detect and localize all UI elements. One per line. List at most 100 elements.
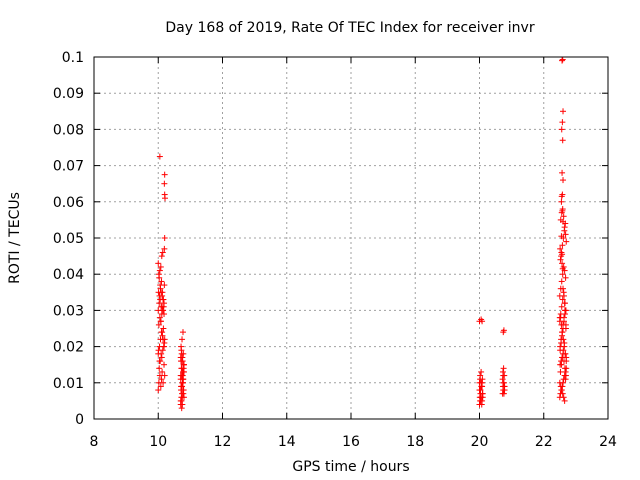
data-point: [558, 303, 565, 310]
data-point: [180, 350, 187, 357]
data-point: [560, 213, 567, 220]
y-tick-label: 0.1: [62, 50, 84, 66]
data-point: [478, 401, 485, 408]
data-point: [500, 390, 507, 397]
data-point: [177, 397, 184, 404]
data-point: [561, 397, 568, 404]
data-point: [178, 358, 185, 365]
y-tick-label: 0.06: [53, 195, 84, 211]
data-point: [157, 318, 164, 325]
data-point: [476, 387, 483, 394]
data-point: [160, 325, 167, 332]
data-point: [155, 260, 162, 267]
data-point: [158, 278, 165, 285]
data-point: [155, 347, 162, 354]
data-point: [560, 177, 567, 184]
grid: [94, 57, 608, 419]
data-point: [559, 242, 566, 249]
data-point: [559, 390, 566, 397]
y-tick-label: 0.08: [53, 122, 84, 138]
data-point: [179, 354, 186, 361]
data-point: [562, 307, 569, 314]
y-tick-label: 0.04: [53, 267, 84, 283]
y-tick-label: 0.09: [53, 86, 84, 102]
x-tick-label: 8: [90, 434, 99, 450]
data-point: [558, 193, 565, 200]
y-tick-label: 0.03: [53, 303, 84, 319]
data-point: [477, 376, 484, 383]
data-point: [561, 311, 568, 318]
data-point: [559, 169, 566, 176]
data-point: [161, 235, 168, 241]
data-point: [179, 376, 186, 383]
data-point: [559, 271, 566, 278]
x-tick-label: 16: [342, 434, 360, 450]
data-point: [562, 321, 569, 328]
data-point: [156, 274, 163, 281]
data-point: [479, 394, 486, 401]
data-point: [559, 57, 566, 64]
data-point: [161, 245, 168, 252]
data-point: [156, 153, 163, 160]
y-tick-label: 0.05: [53, 231, 84, 247]
y-tick-label: 0: [75, 412, 84, 428]
data-point: [478, 368, 485, 375]
data-point: [559, 296, 566, 303]
data-point: [180, 387, 187, 394]
data-point: [160, 296, 167, 303]
data-point: [158, 376, 165, 383]
data-point: [180, 361, 187, 368]
x-tick-label: 22: [535, 434, 553, 450]
data-point: [561, 224, 568, 231]
data-point: [501, 383, 508, 390]
data-point: [558, 361, 565, 368]
data-point: [499, 368, 506, 375]
data-point: [177, 372, 184, 379]
data-point: [559, 137, 566, 144]
data-point: [560, 394, 567, 401]
data-point: [560, 218, 567, 225]
x-tick-label: 20: [471, 434, 489, 450]
data-point: [562, 231, 569, 238]
data-point: [559, 251, 566, 258]
y-axis-label: ROTI / TECUs: [7, 192, 23, 284]
data-point: [560, 325, 567, 332]
data-point: [159, 368, 166, 375]
data-point: [500, 327, 507, 334]
data-point: [500, 365, 507, 372]
data-point: [156, 267, 163, 274]
data-point: [159, 249, 166, 256]
data-point: [179, 336, 186, 343]
y-tick-label: 0.07: [53, 159, 84, 175]
data-point: [156, 365, 163, 372]
data-point: [161, 361, 168, 368]
data-point: [563, 238, 570, 245]
data-point: [558, 233, 565, 240]
data-point: [158, 354, 165, 361]
data-point: [562, 376, 569, 383]
data-point: [161, 171, 168, 178]
data-point: [561, 365, 568, 372]
data-point: [558, 278, 565, 285]
data-point: [559, 265, 566, 272]
data-point: [500, 379, 507, 386]
chart-title: Day 168 of 2019, Rate Of TEC Index for r…: [165, 20, 534, 36]
x-tick-label: 14: [278, 434, 296, 450]
y-tick-label: 0.01: [53, 376, 84, 392]
data-point: [158, 253, 165, 260]
data-point: [557, 368, 564, 375]
data-point: [561, 300, 568, 307]
data-point: [161, 180, 168, 187]
data-point: [560, 108, 567, 115]
data-point: [557, 256, 564, 263]
data-point: [179, 401, 186, 408]
data-point: [161, 191, 168, 198]
data-point: [180, 368, 187, 375]
data-point: [501, 372, 508, 379]
data-point: [499, 376, 506, 383]
data-point: [558, 198, 565, 205]
data-point: [157, 383, 164, 390]
data-point: [155, 387, 162, 394]
data-point: [156, 314, 163, 321]
